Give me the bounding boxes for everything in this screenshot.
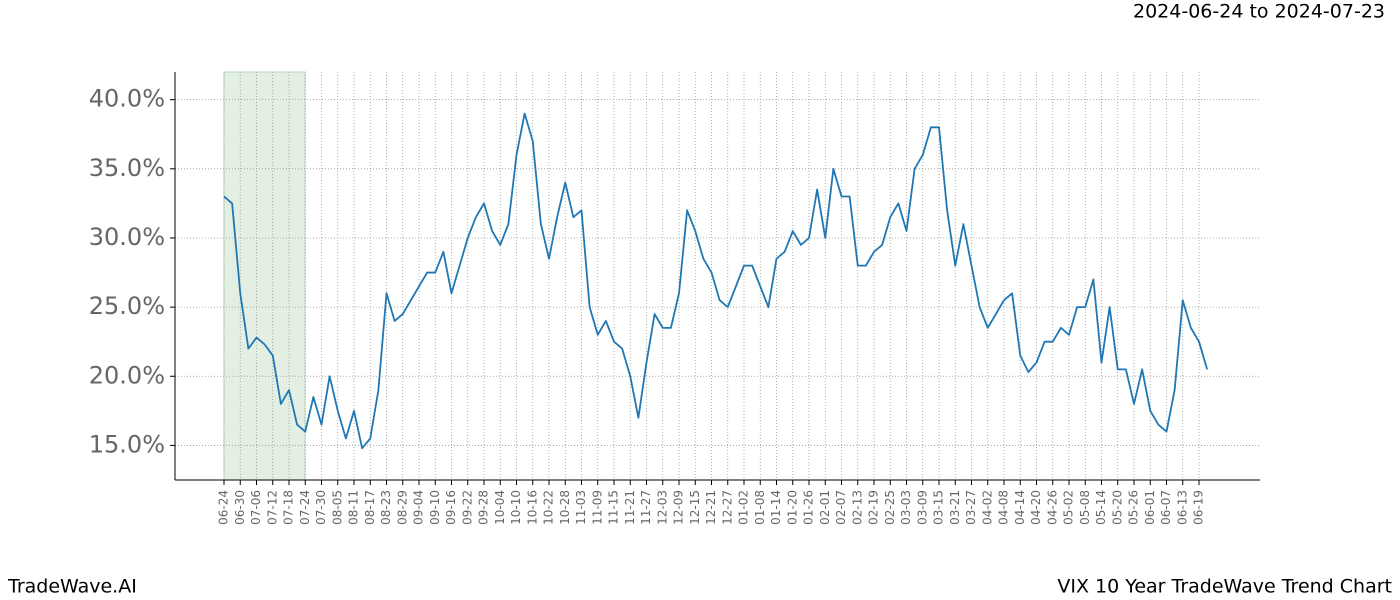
x-tick-label: 10-10 [509,490,523,525]
y-tick-label: 20.0% [89,361,165,389]
x-tick-label: 02-25 [883,490,897,525]
x-tick-label: 01-02 [737,490,751,525]
x-tick-label: 11-27 [639,490,653,525]
x-tick-label: 06-24 [217,490,231,525]
x-tick-label: 11-09 [590,490,604,525]
x-tick-label: 03-09 [915,490,929,525]
x-tick-label: 08-17 [363,490,377,525]
x-tick-label: 11-03 [574,490,588,525]
subtitle: 2024-06-24 to 2024-07-23 [1133,1,1385,23]
y-tick-label: 30.0% [89,223,165,251]
x-tick-label: 12-21 [704,490,718,525]
x-tick-label: 02-19 [867,490,881,525]
x-tick-label: 11-21 [623,490,637,525]
x-tick-label: 05-02 [1062,490,1076,525]
x-tick-label: 03-21 [948,490,962,525]
x-tick-label: 09-16 [444,490,458,525]
footer-right: VIX 10 Year TradeWave Trend Chart [1057,576,1392,598]
plot [223,112,1208,450]
x-tick-label: 09-10 [428,490,442,525]
x-tick-label: 09-04 [412,490,426,525]
y-tick-label: 35.0% [89,154,165,182]
x-tick-label: 05-26 [1127,490,1141,525]
x-tick-label: 03-03 [899,490,913,525]
x-tick-label: 03-27 [964,490,978,525]
x-tick-label: 06-30 [233,490,247,525]
x-tick-label: 07-06 [249,490,263,525]
x-tick-label: 09-28 [477,490,491,525]
x-tick-label: 05-20 [1110,490,1124,525]
x-tick-label: 04-26 [1045,490,1059,525]
x-tick-label: 12-03 [655,490,669,525]
x-tick-label: 06-13 [1175,490,1189,525]
x-tick-label: 01-20 [785,490,799,525]
x-tick-label: 11-15 [607,490,621,525]
x-tick-label: 02-07 [834,490,848,525]
x-tick-label: 12-09 [672,490,686,525]
x-tick-label: 03-15 [932,490,946,525]
x-tick-label: 12-15 [688,490,702,525]
grid [175,72,1260,480]
x-tick-label: 02-13 [850,490,864,525]
x-tick-label: 08-05 [330,490,344,525]
x-tick-label: 05-08 [1078,490,1092,525]
x-tick-label: 05-14 [1094,490,1108,525]
highlight-band [223,71,306,481]
x-tick-label: 10-16 [525,490,539,525]
x-tick-label: 01-26 [802,490,816,525]
footer-left: TradeWave.AI [7,576,137,598]
x-tick-label: 06-07 [1159,490,1173,525]
x-tick-label: 07-12 [265,490,279,525]
x-tick-label: 08-23 [379,490,393,525]
y-tick-label: 40.0% [89,85,165,113]
series-line [223,112,1208,450]
x-tick-label: 04-08 [997,490,1011,525]
x-tick-label: 07-18 [282,490,296,525]
x-tick-label: 01-08 [753,490,767,525]
x-tick-label: 06-01 [1143,490,1157,525]
x-tick-label: 12-27 [720,490,734,525]
x-tick-label: 07-30 [314,490,328,525]
x-tick-label: 04-14 [1013,490,1027,525]
x-tick-label: 04-20 [1029,490,1043,525]
x-tick-label: 10-28 [558,490,572,525]
x-tick-label: 04-02 [980,490,994,525]
x-tick-label: 07-24 [298,490,312,525]
y-tick-label: 25.0% [89,292,165,320]
x-tick-label: 01-14 [769,490,783,525]
x-tick-label: 10-22 [542,490,556,525]
x-tick-label: 08-29 [395,490,409,525]
x-tick-label: 02-01 [818,490,832,525]
x-tick-label: 09-22 [460,490,474,525]
x-tick-label: 06-19 [1192,490,1206,525]
x-tick-label: 08-11 [347,490,361,525]
x-tick-label: 10-04 [493,490,507,525]
y-tick-label: 15.0% [89,430,165,458]
